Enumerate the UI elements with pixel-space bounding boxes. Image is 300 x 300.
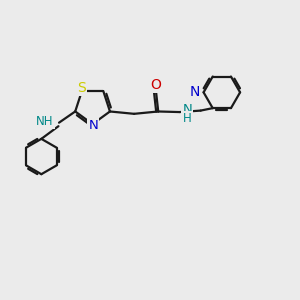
Text: N: N	[190, 85, 200, 99]
Text: O: O	[150, 78, 161, 92]
Text: S: S	[77, 81, 85, 95]
Text: N: N	[182, 103, 192, 116]
Text: NH: NH	[36, 115, 54, 128]
Text: H: H	[182, 112, 191, 125]
Text: N: N	[88, 119, 98, 132]
